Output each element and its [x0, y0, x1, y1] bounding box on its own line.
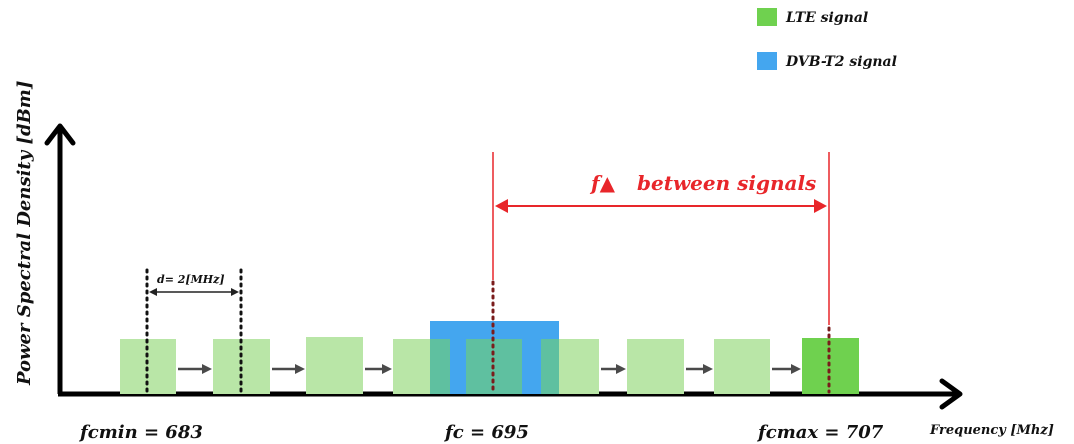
fcmin-label: fcmin = 683 — [78, 422, 203, 443]
offset-arrow — [495, 199, 827, 213]
lte-channel-7 — [627, 339, 684, 394]
lte-channel-4-overlap — [430, 339, 450, 394]
offset-lines — [492, 152, 830, 325]
offset-text: between signals — [637, 171, 816, 195]
fc-label: fc = 695 — [443, 422, 529, 443]
spacing-markers — [145, 268, 243, 394]
lte-channels — [120, 337, 859, 394]
legend-swatch-dvb — [757, 52, 777, 70]
fcmax-label: fcmax = 707 — [756, 422, 884, 443]
spacing-arrow — [149, 288, 239, 296]
x-axis-label: Frequency [Mhz] — [929, 423, 1054, 438]
step-arrows — [178, 364, 801, 374]
spacing-annotation: d= 2[MHz] — [157, 273, 225, 286]
legend-label-dvb: DVB-T2 signal — [785, 54, 897, 70]
lte-channel-8 — [714, 339, 770, 394]
legend-swatch-lte — [757, 8, 777, 26]
lte-channel-6-overlap — [541, 339, 559, 394]
center-dotted-lines — [491, 280, 831, 394]
lte-channel-3 — [306, 337, 363, 394]
y-axis-label: Power Spectral Density [dBm] — [14, 81, 35, 386]
y-axis — [44, 123, 76, 394]
lte-channel-6 — [559, 339, 599, 394]
offset-symbol: f▲ — [589, 171, 616, 195]
legend-label-lte: LTE signal — [785, 10, 868, 26]
